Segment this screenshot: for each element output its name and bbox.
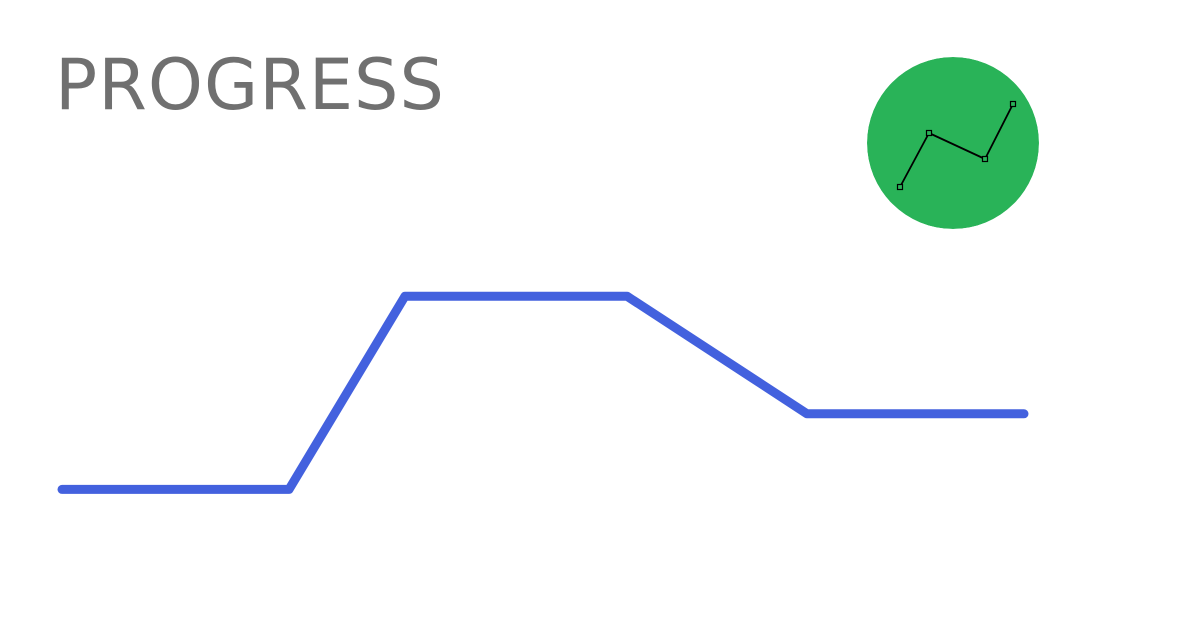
page-title: PROGRESS — [55, 44, 445, 126]
line-chart-badge — [867, 57, 1039, 229]
progress-line — [57, 291, 1029, 494]
line-chart-icon — [867, 57, 1039, 229]
